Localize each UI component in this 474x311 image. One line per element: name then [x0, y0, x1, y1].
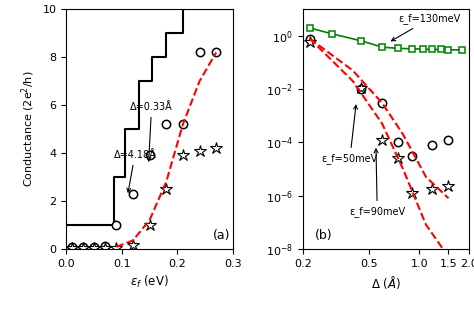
Text: (a): (a) [213, 229, 230, 242]
Y-axis label: Conductance (2e$^2$/h): Conductance (2e$^2$/h) [19, 71, 37, 187]
Text: (b): (b) [314, 229, 332, 242]
X-axis label: $\Delta$ ($\AA$): $\Delta$ ($\AA$) [371, 274, 401, 291]
Text: ε_f=90meV: ε_f=90meV [349, 149, 405, 217]
X-axis label: $\epsilon_f$ (eV): $\epsilon_f$ (eV) [130, 274, 169, 290]
Text: ε_f=50meV: ε_f=50meV [322, 105, 378, 164]
Text: Δ=4.18Å: Δ=4.18Å [114, 150, 156, 192]
Text: Δ=0.33Å: Δ=0.33Å [130, 102, 173, 161]
Text: ε_f=130meV: ε_f=130meV [392, 13, 461, 41]
